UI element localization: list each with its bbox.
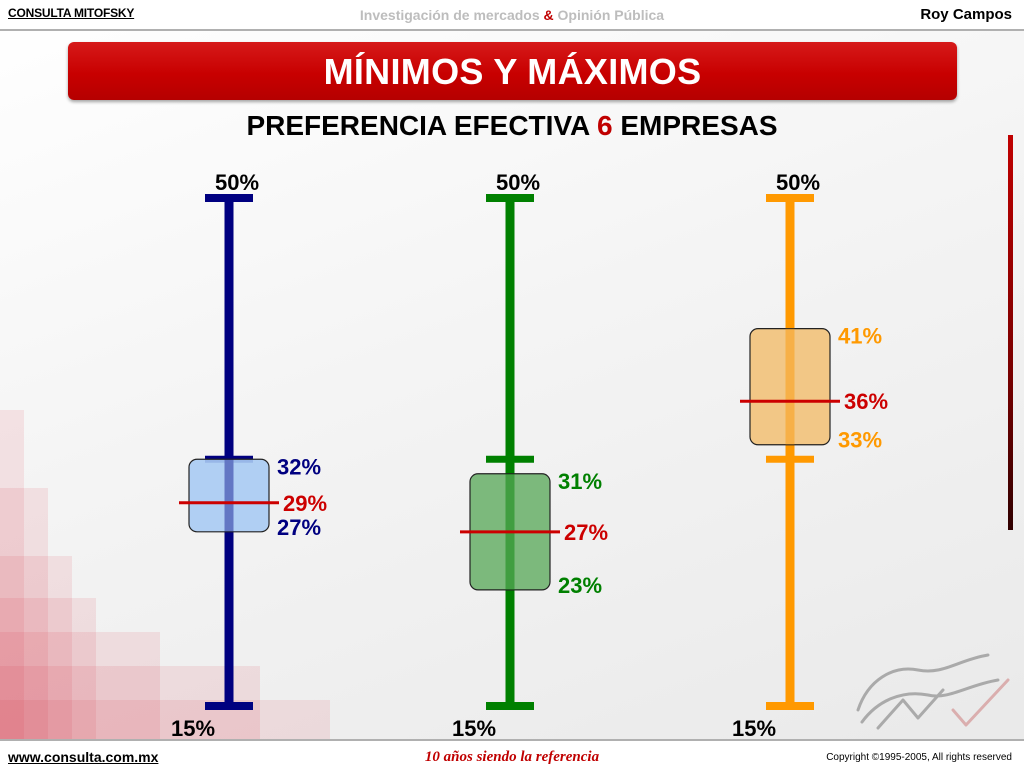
decor-square: [0, 410, 24, 740]
tagline: Investigación de mercados & Opinión Públ…: [0, 7, 1024, 23]
side-accent-bar: [1008, 135, 1013, 530]
tagline-ampersand: &: [543, 7, 554, 23]
series-2-min-label: 15%: [452, 716, 496, 741]
series-1-median-label: 29%: [283, 491, 327, 516]
header-divider: [0, 29, 1024, 31]
tagline-part2: Opinión Pública: [557, 7, 665, 23]
series-2-high-label: 31%: [558, 469, 602, 494]
series-1-low-label: 27%: [277, 515, 321, 540]
series-1-max-label: 50%: [215, 170, 259, 195]
decor-square: [0, 556, 72, 740]
decor-square: [0, 488, 48, 740]
decor-square: [0, 632, 160, 740]
decor-square: [0, 598, 96, 740]
series-1-min-label: 15%: [171, 716, 215, 741]
series-2-low-label: 23%: [558, 573, 602, 598]
subtitle-number: 6: [597, 110, 613, 141]
series-3-min-label: 15%: [732, 716, 776, 741]
series-3-median-label: 36%: [844, 389, 888, 414]
series-2-max-label: 50%: [496, 170, 540, 195]
title-banner: MÍNIMOS Y MÁXIMOS: [68, 42, 957, 100]
decor-square: [0, 700, 330, 740]
series-3-max-label: 50%: [776, 170, 820, 195]
footer-bar: www.consulta.com.mx 10 años siendo la re…: [0, 741, 1024, 768]
header-bar: CONSULTA MITOFSKY Investigación de merca…: [0, 0, 1024, 30]
footer-slogan: 10 años siendo la referencia: [424, 749, 600, 765]
subtitle-prefix: PREFERENCIA EFECTIVA: [246, 110, 590, 141]
series-3-low-label: 33%: [838, 428, 882, 453]
series-1-box: [188, 458, 270, 533]
author-name: Roy Campos: [920, 6, 1012, 23]
series-3-box: [749, 328, 831, 446]
brand-name: CONSULTA MITOFSKY: [8, 6, 135, 20]
series-2-median-label: 27%: [564, 520, 608, 545]
subtitle-suffix: EMPRESAS: [620, 110, 778, 141]
footer-divider: [0, 739, 1024, 741]
series-3-high-label: 41%: [838, 324, 882, 349]
slide-title: MÍNIMOS Y MÁXIMOS: [323, 51, 702, 92]
mitofsky-logo-watermark: [856, 653, 1010, 730]
website-link[interactable]: www.consulta.com.mx: [8, 749, 159, 765]
tagline-part1: Investigación de mercados: [359, 7, 540, 23]
series-1-high-label: 32%: [277, 454, 321, 479]
chart-subtitle: PREFERENCIA EFECTIVA 6 EMPRESAS: [0, 110, 1024, 142]
copyright-notice: Copyright ©1995-2005, All rights reserve…: [826, 752, 1012, 763]
